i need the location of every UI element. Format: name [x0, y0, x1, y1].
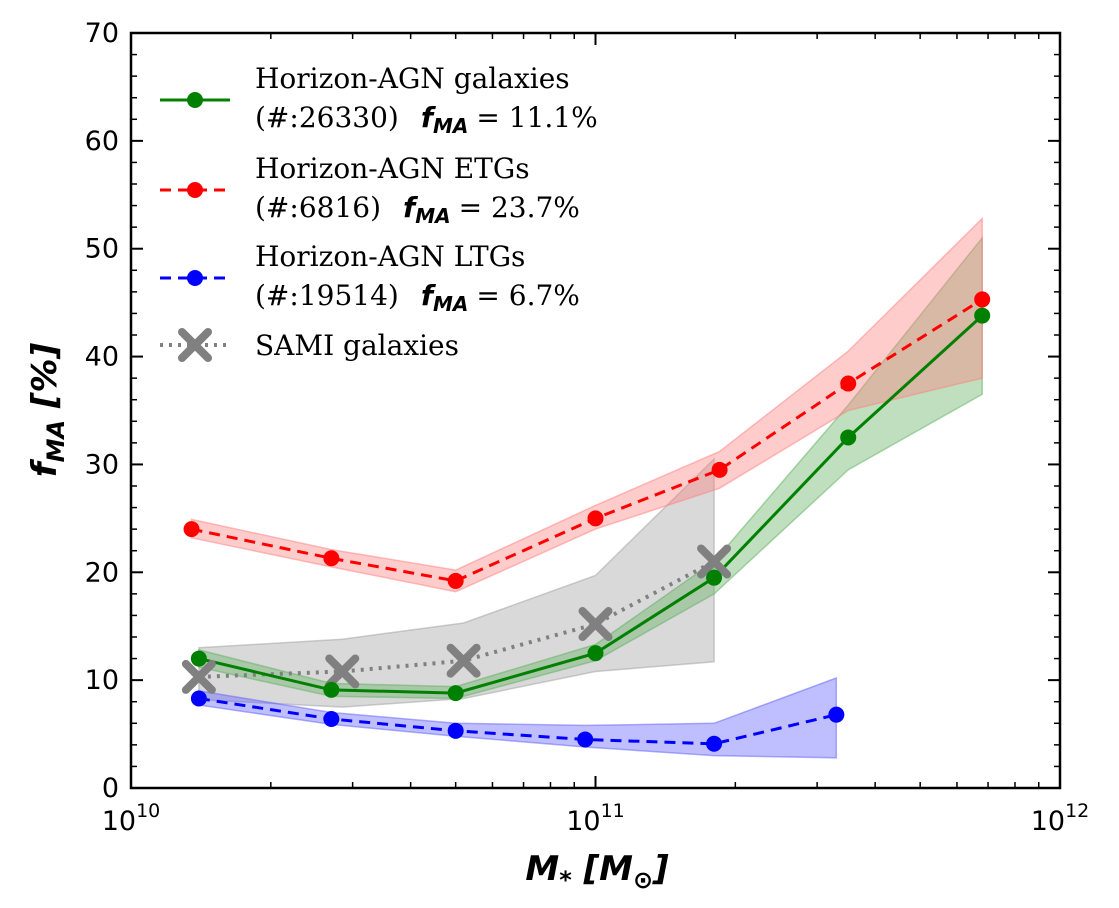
legend-item-all: Horizon-AGN galaxies (#:26330) fMA = 11.1% [160, 62, 598, 138]
y-tick-label: 0 [102, 773, 119, 804]
legend-sami-line1: SAMI galaxies [255, 329, 459, 362]
sami-marker [181, 659, 216, 694]
legend-etg-line1: Horizon-AGN ETGs [255, 152, 530, 185]
marker-etg [447, 572, 464, 589]
y-tick-label: 70 [85, 18, 119, 49]
x-axis-label: M* [M⊙] [525, 849, 669, 894]
x-tick-label: 1012 [1031, 800, 1090, 837]
marker-ltg [323, 710, 340, 727]
legend-all-line2: (#:26330) fMA = 11.1% [255, 101, 598, 138]
marker-all [974, 307, 991, 324]
marker-etg [974, 291, 991, 308]
marker-ltg [577, 731, 594, 748]
sami-marker [325, 654, 360, 689]
legend-etg-line2: (#:6816) fMA = 23.7% [255, 191, 580, 228]
legend-ltg-line1: Horizon-AGN LTGs [255, 240, 525, 273]
marker-etg [711, 461, 728, 478]
band-all [198, 235, 983, 700]
marker-all [323, 681, 340, 698]
marker-ltg [190, 690, 207, 707]
y-tick-label: 60 [85, 126, 119, 157]
marker-etg [840, 375, 857, 392]
sami-marker [697, 544, 732, 579]
marker-ltg [706, 735, 723, 752]
sami-marker [578, 607, 613, 642]
marker-all [447, 685, 464, 702]
legend-sami-marker [178, 328, 212, 362]
marker-all [840, 429, 857, 446]
band-etg [190, 216, 983, 593]
marker-etg [323, 550, 340, 567]
series-line-ltg [198, 697, 837, 746]
series-markers [181, 291, 991, 752]
marker-etg [183, 521, 200, 538]
legend: Horizon-AGN galaxies (#:26330) fMA = 11.1%… [160, 62, 598, 362]
marker-all [706, 569, 723, 586]
x-tick-label: 1010 [102, 800, 161, 837]
y-axis-label: fMA [%] [25, 342, 70, 477]
y-tick-label: 50 [85, 234, 119, 265]
legend-ltg-line2: (#:19514) fMA = 6.7% [255, 279, 580, 316]
legend-item-sami: SAMI galaxies [160, 328, 459, 362]
legend-item-ltg: Horizon-AGN LTGs (#:19514) fMA = 6.7% [160, 240, 580, 316]
legend-all-line1: Horizon-AGN galaxies [255, 62, 570, 95]
x-tick-label: 1011 [566, 800, 625, 837]
marker-all [190, 650, 207, 667]
y-tick-label: 40 [85, 342, 119, 373]
axis-ticks: 0 10 20 30 40 50 60 70 1010 1011 1012 [85, 18, 1090, 837]
y-tick-label: 30 [85, 449, 119, 480]
y-tick-label: 20 [85, 557, 119, 588]
marker-all [587, 645, 604, 662]
marker-ltg [447, 722, 464, 739]
marker-etg [587, 510, 604, 527]
marker-ltg [828, 706, 845, 723]
sami-marker [446, 643, 481, 678]
y-tick-label: 10 [85, 665, 119, 696]
band-sami [198, 457, 715, 708]
legend-item-etg: Horizon-AGN ETGs (#:6816) fMA = 23.7% [160, 152, 580, 228]
